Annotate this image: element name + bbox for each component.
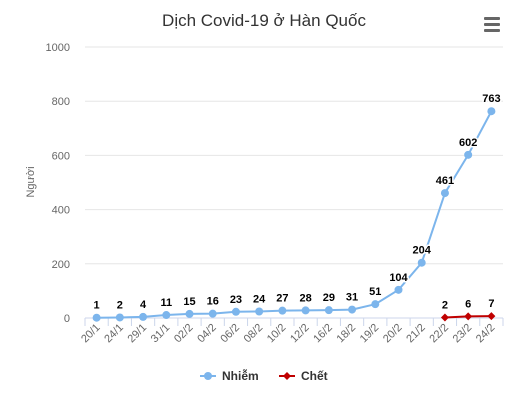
x-tick-label: 02/2	[172, 322, 196, 346]
data-label: 27	[276, 293, 288, 305]
data-label: 23	[230, 294, 242, 306]
data-point-nhiem[interactable]	[440, 189, 449, 198]
data-label: 763	[482, 93, 500, 105]
data-point-nhiem[interactable]	[231, 307, 240, 316]
x-tick-label: 10/2	[265, 322, 289, 346]
data-point-chet[interactable]	[440, 313, 449, 322]
x-tick-label: 24/2	[474, 322, 498, 346]
data-label: 31	[346, 292, 358, 304]
x-tick-label: 12/2	[288, 322, 312, 346]
x-tick-label: 24/1	[102, 322, 126, 346]
x-tick-label: 16/2	[311, 322, 335, 346]
x-tick-label: 29/1	[126, 322, 150, 346]
legend-item-chet[interactable]: Chết	[279, 369, 328, 383]
data-point-nhiem[interactable]	[255, 307, 264, 316]
legend-item-nhiem[interactable]: Nhiễm	[200, 368, 259, 383]
x-tick-label: 06/2	[218, 322, 242, 346]
data-point-nhiem[interactable]	[278, 306, 287, 315]
y-tick-label: 400	[52, 205, 70, 217]
x-tick-label: 31/1	[149, 322, 173, 346]
hamburger-menu-icon[interactable]	[483, 16, 501, 34]
data-label: 29	[323, 292, 335, 304]
data-point-nhiem[interactable]	[464, 150, 473, 159]
data-label: 51	[369, 286, 381, 298]
data-point-nhiem[interactable]	[394, 285, 403, 294]
data-label: 1	[94, 300, 100, 312]
data-label: 24	[253, 293, 266, 305]
data-point-nhiem[interactable]	[301, 306, 310, 315]
x-tick-label: 04/2	[195, 322, 219, 346]
data-label: 7	[488, 298, 494, 310]
x-tick-label: 19/2	[358, 322, 382, 346]
legend-label-chet: Chết	[301, 369, 328, 383]
series-layer	[92, 107, 496, 322]
data-point-nhiem[interactable]	[324, 306, 333, 315]
y-axis-label: Người	[25, 166, 37, 197]
x-tick-label: 18/2	[335, 322, 359, 346]
data-point-nhiem[interactable]	[139, 312, 148, 321]
data-point-nhiem[interactable]	[92, 313, 101, 322]
data-label: 602	[459, 137, 477, 149]
data-label: 461	[436, 175, 454, 187]
data-label: 6	[465, 298, 471, 310]
data-point-nhiem[interactable]	[371, 300, 380, 309]
legend-marker-chet	[283, 372, 291, 380]
data-point-nhiem[interactable]	[417, 258, 426, 267]
x-tick-label: 23/2	[451, 322, 475, 346]
y-axis-ticks: 0 200 400 600 800 1000	[46, 42, 70, 325]
data-point-chet[interactable]	[487, 312, 496, 321]
y-tick-label: 800	[52, 96, 70, 108]
data-label: 15	[183, 296, 195, 308]
data-point-nhiem[interactable]	[115, 313, 124, 322]
data-label: 28	[299, 292, 311, 304]
y-tick-label: 0	[64, 313, 70, 325]
chart-title: Dịch Covid-19 ở Hàn Quốc	[162, 11, 366, 30]
x-axis: 20/1 24/1 29/1 31/1 02/2 04/2 06/2 08/2 10/2 12/2…	[79, 318, 504, 346]
y-tick-label: 1000	[46, 42, 70, 54]
x-tick-label: 08/2	[242, 322, 266, 346]
x-tick-label: 20/1	[79, 322, 103, 346]
data-point-nhiem[interactable]	[185, 309, 194, 318]
x-tick-label: 20/2	[381, 322, 405, 346]
y-tick-label: 200	[52, 259, 70, 271]
data-label: 104	[389, 272, 408, 284]
series-line-0	[96, 110, 493, 319]
data-label: 2	[442, 299, 448, 311]
data-label: 16	[207, 296, 219, 308]
data-label: 11	[160, 297, 172, 309]
x-tick-label: 22/2	[427, 322, 451, 346]
y-tick-label: 600	[52, 150, 70, 162]
legend-label-nhiem: Nhiễm	[222, 368, 259, 383]
data-point-nhiem[interactable]	[348, 305, 357, 314]
data-point-nhiem[interactable]	[208, 309, 217, 318]
data-point-nhiem[interactable]	[162, 311, 171, 320]
legend-marker-nhiem	[204, 372, 212, 380]
data-label: 204	[413, 245, 432, 257]
x-tick-label: 21/2	[404, 322, 428, 346]
data-point-chet[interactable]	[464, 312, 473, 321]
data-label: 4	[140, 299, 147, 311]
data-label: 2	[117, 299, 123, 311]
data-point-nhiem[interactable]	[487, 107, 496, 116]
